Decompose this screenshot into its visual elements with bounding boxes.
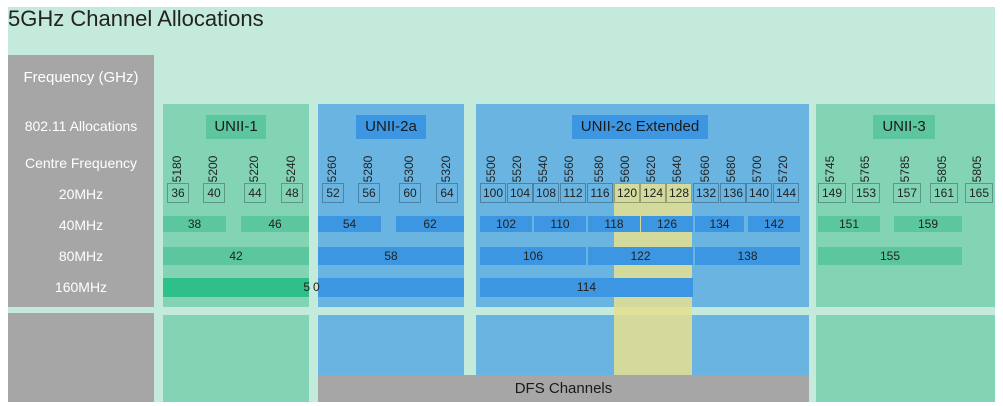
page-title: 5GHz Channel Allocations [8,6,264,31]
channel-20mhz: 36 [167,183,189,203]
channel-20mhz: 108 [533,183,559,203]
channel-20mhz: 153 [852,183,880,203]
channel-160mhz: 114 [480,278,693,297]
channel-80mhz: 58 [318,247,464,265]
channel-20mhz: 44 [244,183,266,203]
label-column [8,55,154,307]
channel-40mhz: 102 [480,216,532,232]
row-label-frequency: Frequency (GHz) [23,69,139,86]
channel-20mhz: 144 [773,183,799,203]
label-column-lower [8,313,154,402]
channel-20mhz: 100 [480,183,506,203]
band-label-unii-2c: UNII-2c Extended [572,115,708,139]
channel-20mhz: 56 [358,183,380,203]
channel-160mhz-label: 50 [303,280,323,294]
band-label-unii-2a: UNII-2a [356,115,426,139]
band-unii-2a-lower [318,315,464,375]
channel-40mhz: 159 [894,216,962,232]
channel-20mhz: 124 [640,183,666,203]
channel-20mhz: 64 [436,183,458,203]
channel-40mhz: 110 [534,216,586,232]
channel-20mhz: 165 [965,183,993,203]
channel-40mhz: 126 [641,216,693,232]
channel-40mhz: 142 [748,216,800,232]
channel-40mhz: 62 [396,216,464,232]
channel-40mhz: 118 [588,216,640,232]
channel-20mhz: 140 [746,183,772,203]
channel-20mhz: 132 [693,183,719,203]
row-label-allocations: 802.11 Allocations [24,118,138,134]
dfs-channels-bar: DFS Channels [318,375,809,402]
channel-20mhz: 120 [614,183,640,203]
channel-20mhz: 52 [322,183,344,203]
channel-20mhz: 48 [281,183,303,203]
channel-80mhz: 122 [588,247,693,265]
band-label-unii-1: UNII-1 [206,115,266,139]
channel-20mhz: 112 [560,183,586,203]
row-label-160mhz: 160MHz [54,279,108,295]
channel-20mhz: 136 [720,183,746,203]
band-unii-1-lower [163,315,309,402]
channel-160mhz-bar-right [318,278,464,297]
band-unii-3-lower [816,315,995,402]
row-label-80mhz: 80MHz [58,248,104,264]
channel-40mhz: 38 [163,216,226,232]
channel-20mhz: 161 [930,183,958,203]
channel-20mhz: 60 [399,183,421,203]
channel-20mhz: 149 [818,183,846,203]
channel-20mhz: 104 [507,183,533,203]
row-label-40mhz: 40MHz [58,217,104,233]
channel-20mhz: 40 [203,183,225,203]
channel-80mhz: 42 [163,247,309,265]
channel-40mhz: 151 [818,216,880,232]
channel-40mhz: 46 [241,216,309,232]
channel-20mhz: 116 [587,183,613,203]
channel-20mhz: 157 [893,183,921,203]
channel-20mhz: 128 [666,183,692,203]
channel-80mhz: 106 [480,247,586,265]
channel-40mhz: 54 [318,216,381,232]
channel-80mhz: 138 [695,247,800,265]
band-label-unii-3: UNII-3 [873,115,935,139]
channel-40mhz: 134 [695,216,744,232]
row-label-20mhz: 20MHz [58,186,104,202]
channel-80mhz: 155 [818,247,962,265]
row-label-centre: Centre Frequency [24,155,138,171]
channel-160mhz-bar-left [163,278,309,297]
